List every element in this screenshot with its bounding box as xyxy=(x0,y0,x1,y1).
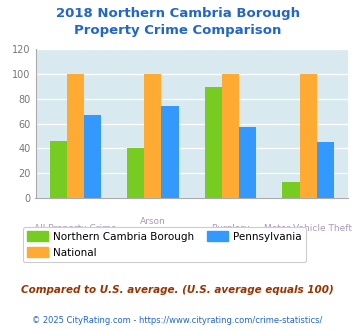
Text: Arson: Arson xyxy=(140,217,166,226)
Text: © 2025 CityRating.com - https://www.cityrating.com/crime-statistics/: © 2025 CityRating.com - https://www.city… xyxy=(32,315,323,325)
Bar xyxy=(205,86,222,198)
Bar xyxy=(162,106,179,198)
Text: Compared to U.S. average. (U.S. average equals 100): Compared to U.S. average. (U.S. average … xyxy=(21,285,334,295)
Bar xyxy=(50,141,67,198)
Bar xyxy=(84,115,101,198)
Bar xyxy=(127,148,144,198)
Bar xyxy=(222,74,239,198)
Bar xyxy=(283,182,300,198)
Bar xyxy=(300,74,317,198)
Bar xyxy=(239,127,256,198)
Text: Larceny & Theft: Larceny & Theft xyxy=(117,231,189,240)
Legend: Northern Cambria Borough, National, Pennsylvania: Northern Cambria Borough, National, Penn… xyxy=(23,227,306,262)
Bar xyxy=(67,74,84,198)
Bar xyxy=(317,142,334,198)
Bar xyxy=(144,74,162,198)
Text: 2018 Northern Cambria Borough
Property Crime Comparison: 2018 Northern Cambria Borough Property C… xyxy=(55,7,300,37)
Text: All Property Crime: All Property Crime xyxy=(34,224,116,233)
Text: Motor Vehicle Theft: Motor Vehicle Theft xyxy=(264,224,352,233)
Text: Burglary: Burglary xyxy=(211,224,250,233)
